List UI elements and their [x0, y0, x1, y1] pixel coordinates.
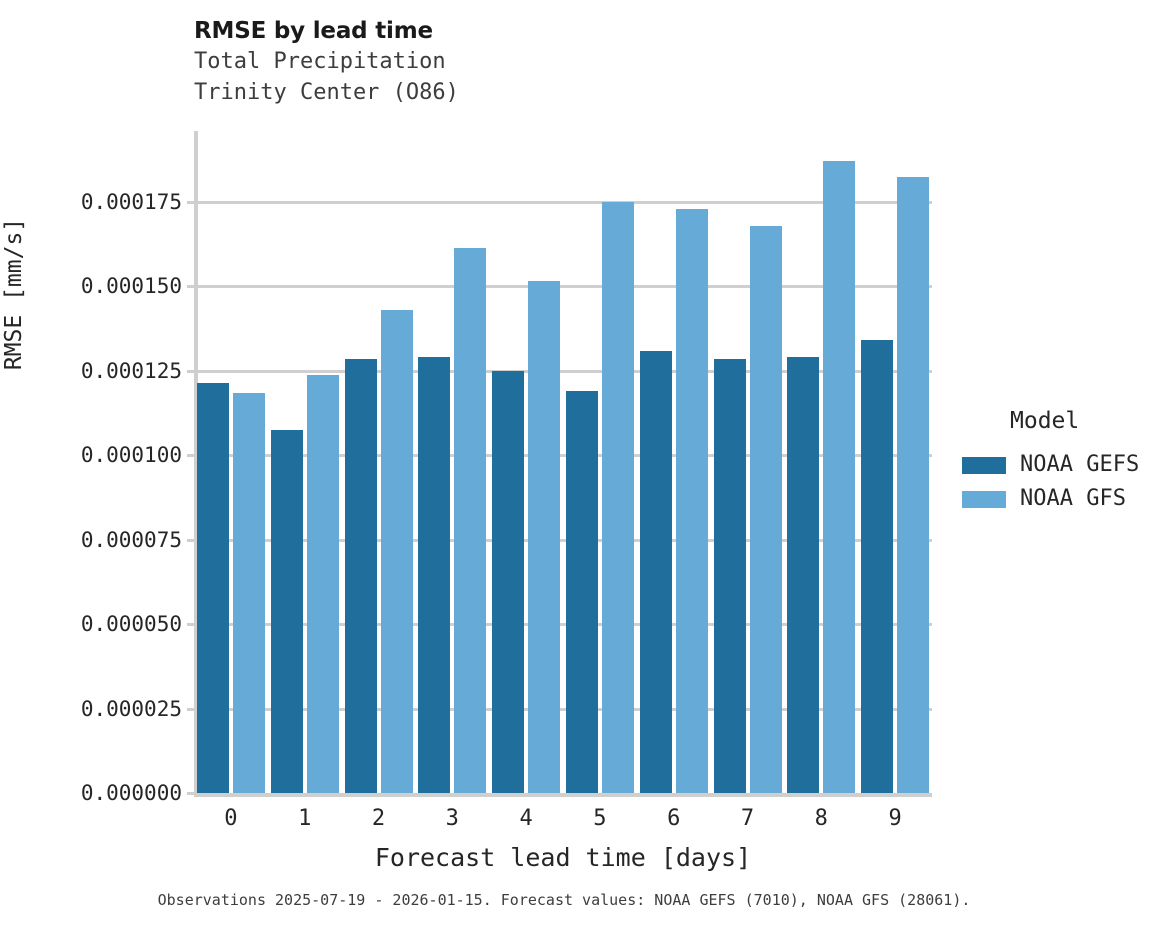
- bar[interactable]: [528, 280, 561, 793]
- chart-subtitle-location: Trinity Center (O86): [194, 80, 459, 105]
- x-axis-tick-label: 6: [667, 806, 681, 831]
- y-axis-tick: [187, 623, 194, 627]
- x-axis-spine: [194, 793, 932, 797]
- gridline: [194, 285, 932, 289]
- chart-header: RMSE by lead time Total Precipitation Tr…: [194, 16, 934, 108]
- y-axis-tick: [187, 538, 194, 542]
- y-axis-tick: [187, 707, 194, 711]
- bar[interactable]: [749, 225, 782, 793]
- bar[interactable]: [675, 209, 708, 793]
- gridline: [194, 454, 932, 458]
- legend-item[interactable]: NOAA GFS: [962, 482, 1139, 516]
- gridline: [194, 200, 932, 204]
- bar[interactable]: [861, 340, 894, 793]
- plot-area: [187, 131, 932, 797]
- gridline: [194, 538, 932, 542]
- bar[interactable]: [232, 393, 265, 793]
- x-axis-tick-label: 8: [814, 806, 828, 831]
- y-axis-tick-label: 0.000125: [80, 358, 182, 383]
- y-axis-tick-label: 0.000075: [80, 527, 182, 552]
- x-axis-tick-label: 0: [224, 806, 238, 831]
- bar[interactable]: [565, 390, 598, 793]
- bar[interactable]: [787, 357, 820, 793]
- bar[interactable]: [418, 357, 451, 793]
- x-axis-tick-label: 1: [298, 806, 312, 831]
- y-axis-spine: [194, 131, 198, 793]
- y-axis-tick-label: 0.000175: [80, 189, 182, 214]
- legend-item[interactable]: NOAA GEFS: [962, 448, 1139, 482]
- bar[interactable]: [492, 370, 525, 793]
- y-axis-tick-labels: 0.000000 0.000025 0.000050 0.000075 0.000100…: [0, 131, 182, 803]
- x-axis-tick-label: 7: [740, 806, 755, 831]
- gridline: [194, 369, 932, 373]
- legend-title: Model: [1010, 408, 1080, 434]
- y-axis-tick: [187, 454, 194, 458]
- bar[interactable]: [713, 358, 746, 793]
- legend: Model NOAA GEFS NOAA GFS: [962, 408, 1139, 516]
- y-axis-tick-label: 0.000025: [80, 696, 182, 721]
- y-axis-tick: [187, 369, 194, 373]
- bar[interactable]: [270, 429, 303, 793]
- y-axis-tick-label: 0.000000: [80, 781, 182, 805]
- bar[interactable]: [196, 383, 229, 793]
- legend-item-label: NOAA GEFS: [1020, 452, 1140, 477]
- bar[interactable]: [601, 201, 634, 793]
- legend-swatch-icon: [962, 490, 1006, 508]
- bar[interactable]: [639, 350, 672, 793]
- legend-swatch-icon: [962, 456, 1006, 474]
- bar[interactable]: [306, 375, 339, 793]
- x-axis-tick-label: 3: [445, 806, 459, 831]
- x-axis-tick-label: 2: [371, 806, 386, 831]
- y-axis-title: RMSE [mm/s]: [1, 217, 27, 371]
- bar[interactable]: [897, 176, 930, 793]
- gridline: [194, 623, 932, 627]
- chart-footnote: Observations 2025-07-19 - 2026-01-15. Fo…: [157, 891, 971, 909]
- y-axis-tick-label: 0.000150: [80, 274, 182, 299]
- y-axis-tick: [187, 200, 194, 204]
- y-axis-tick: [187, 285, 194, 289]
- bar[interactable]: [823, 161, 856, 793]
- x-axis-tick-label: 4: [519, 806, 533, 831]
- x-axis-title: Forecast lead time [days]: [374, 843, 752, 872]
- y-axis-tick: [187, 792, 194, 795]
- bar[interactable]: [380, 310, 413, 793]
- bar[interactable]: [344, 359, 377, 793]
- bar[interactable]: [454, 247, 487, 793]
- legend-item-label: NOAA GFS: [1020, 486, 1126, 511]
- chart-title: RMSE by lead time: [194, 18, 433, 44]
- x-axis-tick-label: 9: [888, 806, 902, 831]
- gridline: [194, 707, 932, 711]
- chart-subtitle-variable: Total Precipitation: [194, 49, 446, 74]
- x-axis-tick-label: 5: [593, 806, 607, 831]
- y-axis-tick-label: 0.000100: [80, 443, 182, 468]
- y-axis-tick-label: 0.000050: [80, 612, 182, 637]
